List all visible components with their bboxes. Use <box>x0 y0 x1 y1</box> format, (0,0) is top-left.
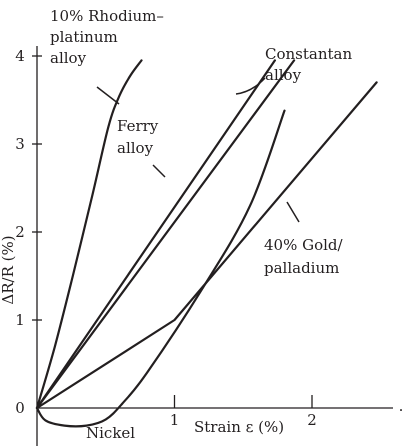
x-axis-label: Strain ε (%) <box>194 418 284 436</box>
label-rhodium-line-3: alloy <box>50 49 87 67</box>
x-axis-end-mark: . <box>399 397 404 415</box>
label-constantan: Constantan alloy <box>265 45 357 84</box>
ticks: 0 1 2 3 4 1 2 <box>15 47 317 429</box>
label-gold-line-2: palladium <box>264 259 339 277</box>
label-ferry: Ferry alloy <box>117 117 163 157</box>
curve-constantan <box>35 59 296 410</box>
label-rhodium-line-2: platinum <box>50 28 118 46</box>
label-rhodium-line-1: 10% Rhodium– <box>50 7 164 25</box>
curve-gold-palladium <box>35 81 378 410</box>
leader-ferry <box>152 164 166 178</box>
x-tick-label-1: 1 <box>170 411 180 429</box>
label-rhodium: 10% Rhodium– platinum alloy <box>50 7 169 67</box>
x-tick-label-2: 2 <box>307 411 317 429</box>
label-ferry-line-1: Ferry <box>117 117 159 135</box>
label-ferry-line-2: alloy <box>117 139 154 157</box>
label-nickel: Nickel <box>86 424 135 442</box>
curve-ferry <box>35 59 276 410</box>
curve-nickel <box>35 109 286 428</box>
y-tick-label-1: 1 <box>15 311 25 329</box>
label-gold: 40% Gold/ palladium <box>264 236 347 277</box>
label-constantan-line-1: Constantan <box>265 45 352 63</box>
leader-gold <box>286 201 300 223</box>
curve-rhodium-platinum <box>35 59 143 410</box>
leaders <box>96 77 300 223</box>
labels: 10% Rhodium– platinum alloy Ferry alloy … <box>0 7 357 442</box>
y-tick-label-0: 0 <box>15 399 25 417</box>
y-axis-label: ΔR/R (%) <box>0 235 17 304</box>
y-tick-label-3: 3 <box>15 135 25 153</box>
label-gold-line-1: 40% Gold/ <box>264 236 344 254</box>
axes: . <box>36 46 404 446</box>
leader-rhodium <box>96 86 120 105</box>
label-constantan-line-2: alloy <box>265 66 302 84</box>
leader-constantan <box>235 77 266 95</box>
y-tick-label-2: 2 <box>15 223 25 241</box>
y-tick-label-4: 4 <box>15 47 25 65</box>
curves <box>35 59 378 428</box>
